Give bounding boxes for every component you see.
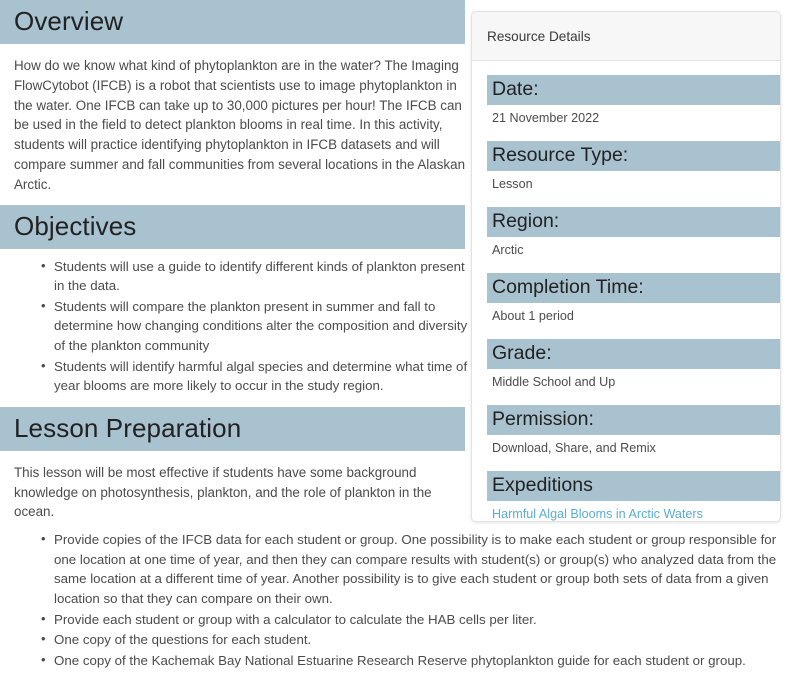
detail-field: Region: Arctic [487,207,780,264]
lesson-preparation-list-item: Provide copies of the IFCB data for each… [41,529,790,608]
detail-field-value: Arctic [492,243,524,257]
detail-field-label: Date: [487,75,780,105]
lesson-preparation-list-item: One copy of the questions for each stude… [41,629,790,650]
detail-field: Permission: Download, Share, and Remix [487,405,780,462]
detail-field-label: Region: [487,207,780,237]
detail-field: Date: 21 November 2022 [487,75,780,132]
resource-details-header: Resource Details [472,12,780,61]
detail-field-value: Middle School and Up [492,375,616,389]
detail-field-link[interactable]: Harmful Algal Blooms in Arctic Waters [492,507,703,521]
lesson-preparation-list-item: One copy of the Kachemak Bay National Es… [41,650,790,671]
lesson-preparation-list: Provide copies of the IFCB data for each… [0,529,790,671]
detail-field-value: About 1 period [492,309,574,323]
detail-field-label: Expeditions [487,471,780,501]
objectives-list-item: Students will compare the plankton prese… [41,296,470,356]
resource-details-card: Resource Details Date: 21 November 2022 Re… [471,11,781,522]
detail-field: Grade: Middle School and Up [487,339,780,396]
detail-field-value: Lesson [492,177,533,191]
detail-field-value: 21 November 2022 [492,111,600,125]
detail-field-label: Permission: [487,405,780,435]
resource-details-body: Date: 21 November 2022 Resource Type: Lesso… [472,61,780,521]
lesson-preparation-paragraph: This lesson will be most effective if st… [14,464,432,520]
section-heading-overview: Overview [0,0,465,44]
objectives-list: Students will use a guide to identify di… [0,256,470,396]
detail-field: Resource Type: Lesson [487,141,780,198]
detail-field-label: Completion Time: [487,273,780,303]
detail-field-label: Grade: [487,339,780,369]
detail-field: Completion Time: About 1 period [487,273,780,330]
objectives-list-item: Students will identify harmful algal spe… [41,356,470,396]
section-heading-objectives: Objectives [0,204,465,249]
detail-field-label: Resource Type: [487,141,780,171]
section-heading-lesson-preparation: Lesson Preparation [0,406,465,451]
lesson-preparation-list-item: Provide each student or group with a cal… [41,609,790,630]
detail-field: Expeditions Harmful Algal Blooms in Arcti… [487,471,780,521]
detail-field-value: Download, Share, and Remix [492,441,656,455]
resource-details-title: Resource Details [487,28,591,44]
objectives-list-item: Students will use a guide to identify di… [41,256,470,296]
overview-paragraph: How do we know what kind of phytoplankto… [14,58,466,192]
